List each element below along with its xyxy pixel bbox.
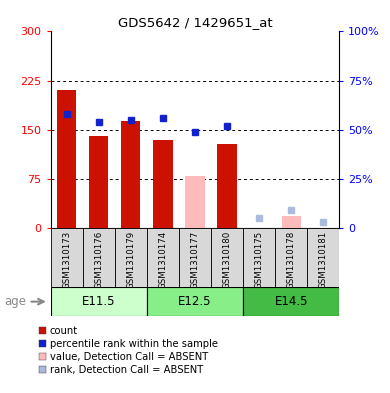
Title: GDS5642 / 1429651_at: GDS5642 / 1429651_at xyxy=(118,16,272,29)
Text: GSM1310173: GSM1310173 xyxy=(62,231,71,289)
Bar xyxy=(51,228,83,287)
Bar xyxy=(153,140,172,228)
Text: count: count xyxy=(50,326,78,336)
Bar xyxy=(275,228,307,287)
Bar xyxy=(218,144,237,228)
Bar xyxy=(307,228,339,287)
Bar xyxy=(147,287,243,316)
Text: rank, Detection Call = ABSENT: rank, Detection Call = ABSENT xyxy=(50,365,203,375)
Text: GSM1310178: GSM1310178 xyxy=(287,231,296,289)
Text: GSM1310180: GSM1310180 xyxy=(223,231,232,289)
Bar xyxy=(115,228,147,287)
Bar xyxy=(185,176,205,228)
Bar xyxy=(211,228,243,287)
Text: GSM1310181: GSM1310181 xyxy=(319,231,328,289)
Text: GSM1310179: GSM1310179 xyxy=(126,231,135,289)
Bar xyxy=(282,216,301,228)
Text: E12.5: E12.5 xyxy=(178,295,212,308)
Bar xyxy=(51,287,147,316)
Text: E11.5: E11.5 xyxy=(82,295,115,308)
Bar xyxy=(179,228,211,287)
Text: value, Detection Call = ABSENT: value, Detection Call = ABSENT xyxy=(50,352,208,362)
Bar xyxy=(89,136,108,228)
Bar xyxy=(147,228,179,287)
Bar xyxy=(57,90,76,228)
Bar xyxy=(121,121,140,228)
Text: age: age xyxy=(4,295,26,308)
Text: GSM1310174: GSM1310174 xyxy=(158,231,167,289)
Text: percentile rank within the sample: percentile rank within the sample xyxy=(50,339,218,349)
Bar xyxy=(243,287,339,316)
Bar xyxy=(243,228,275,287)
Text: GSM1310176: GSM1310176 xyxy=(94,231,103,289)
Text: GSM1310175: GSM1310175 xyxy=(255,231,264,289)
Bar xyxy=(83,228,115,287)
Text: E14.5: E14.5 xyxy=(275,295,308,308)
Text: GSM1310177: GSM1310177 xyxy=(190,231,200,289)
